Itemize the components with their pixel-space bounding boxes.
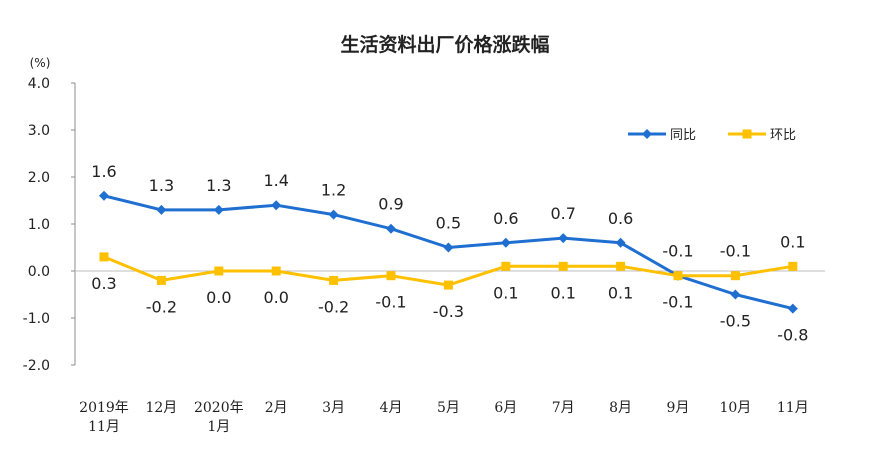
data-labels: 1.6 1.3 1.3 1.4 1.2 0.9 0.5 0.6 0.7 0.6 -0.1 -0.5 -0… <box>91 162 808 345</box>
data-point-marker <box>156 275 166 285</box>
data-point-marker <box>558 261 568 271</box>
x-tick-label: 6月 <box>494 400 517 416</box>
axes: 4.0 3.0 2.0 1.0 0.0 -1.0 -2.0 2019年 11月 12月 2020年 1… <box>23 76 825 435</box>
data-point-marker <box>156 204 167 215</box>
data-point-marker <box>787 303 798 314</box>
data-point-marker <box>443 280 453 290</box>
data-label: 0.1 <box>493 283 518 302</box>
x-tick-label: 4月 <box>380 400 403 416</box>
x-tick-label: 11月 <box>88 419 120 435</box>
data-label: -0.5 <box>720 312 751 331</box>
data-point-marker <box>213 204 224 215</box>
data-point-marker <box>616 261 626 271</box>
data-label: -0.8 <box>777 326 808 345</box>
data-point-marker <box>99 252 109 262</box>
legend-label: 环比 <box>770 128 796 143</box>
series-lines <box>99 190 798 314</box>
data-label: 0.5 <box>436 214 461 233</box>
data-label: 0.6 <box>608 209 633 228</box>
y-tick-label: 0.0 <box>28 264 50 280</box>
x-tick-label: 10月 <box>719 400 751 416</box>
x-tick-label: 2019年 <box>79 400 129 416</box>
y-tick-label: 1.0 <box>28 217 50 233</box>
legend: 同比 环比 <box>628 128 796 143</box>
y-tick-label: -2.0 <box>23 358 50 374</box>
data-point-marker <box>443 242 454 253</box>
data-label: 0.1 <box>608 283 633 302</box>
data-label: 0.7 <box>550 204 575 223</box>
y-tick-label: 3.0 <box>28 123 50 139</box>
data-point-marker <box>99 190 109 201</box>
x-tick-label: 12月 <box>145 400 177 416</box>
data-label: 1.2 <box>321 181 346 200</box>
data-point-marker <box>214 266 224 276</box>
x-tick-label: 5月 <box>437 400 460 416</box>
x-tick-label: 11月 <box>777 400 809 416</box>
y-tick-label: 2.0 <box>28 170 50 186</box>
data-point-marker <box>386 271 396 281</box>
data-point-marker <box>501 261 511 271</box>
x-tick-label: 1月 <box>207 419 230 435</box>
data-label: -0.1 <box>662 242 693 261</box>
data-label: 0.6 <box>493 209 518 228</box>
x-tick-label: 2月 <box>265 400 288 416</box>
x-tick-label: 8月 <box>609 400 632 416</box>
data-point-marker <box>788 261 798 271</box>
data-label: -0.3 <box>433 302 464 321</box>
data-label: 1.3 <box>206 176 231 195</box>
data-point-marker <box>730 289 741 300</box>
series-mom <box>99 252 798 290</box>
data-point-marker <box>386 223 396 234</box>
data-point-marker <box>615 237 626 248</box>
legend-label: 同比 <box>670 128 696 143</box>
data-label: 0.1 <box>780 232 805 251</box>
data-label: -0.2 <box>146 297 177 316</box>
data-label: 1.6 <box>91 162 116 181</box>
x-tick-label: 2020年 <box>194 400 244 416</box>
data-point-marker <box>271 200 282 211</box>
data-label: 0.0 <box>206 288 231 307</box>
data-label: 0.9 <box>378 195 403 214</box>
data-label: -0.1 <box>720 242 751 261</box>
chart-title: 生活资料出厂价格涨跌幅 <box>340 33 549 56</box>
x-tick-label: 9月 <box>667 400 690 416</box>
y-tick-label: -1.0 <box>23 311 50 327</box>
data-point-marker <box>328 209 339 220</box>
data-label: -0.2 <box>318 297 349 316</box>
y-unit-label: (%) <box>30 56 51 70</box>
data-point-marker <box>558 233 569 244</box>
legend-item-yoy: 同比 <box>628 128 696 143</box>
x-tick-label: 7月 <box>552 400 575 416</box>
x-tick-label: 3月 <box>322 400 345 416</box>
legend-item-mom: 环比 <box>728 128 796 143</box>
data-point-marker <box>730 271 740 281</box>
data-label: -0.1 <box>375 293 406 312</box>
data-label: 0.1 <box>550 283 575 302</box>
data-label: 0.3 <box>91 274 116 293</box>
data-label: 0.0 <box>263 288 288 307</box>
data-point-marker <box>673 271 683 281</box>
y-tick-label: 4.0 <box>28 76 50 92</box>
data-point-marker <box>500 237 511 248</box>
data-point-marker <box>329 275 339 285</box>
data-point-marker <box>271 266 281 276</box>
data-label: 1.3 <box>149 176 174 195</box>
data-label: 1.4 <box>263 171 288 190</box>
legend-marker <box>642 129 652 139</box>
legend-marker <box>742 129 752 139</box>
data-label: -0.1 <box>662 293 693 312</box>
